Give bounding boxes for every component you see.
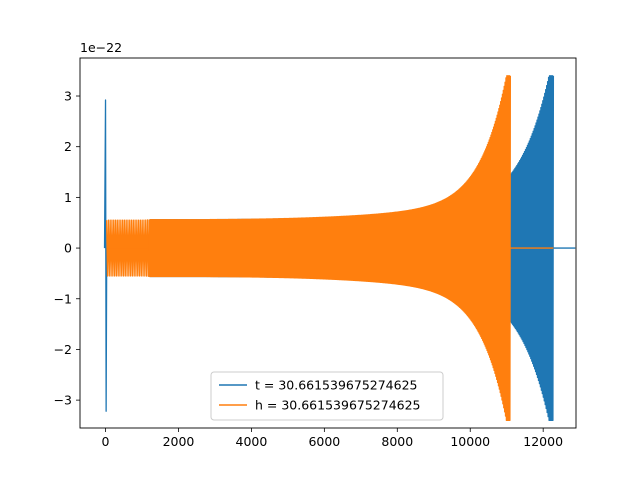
y-tick-label: 3 — [64, 89, 72, 104]
legend-label: t = 30.661539675274625 — [255, 378, 418, 393]
y-axis: −3 −2 −1 0 1 2 3 — [54, 89, 80, 408]
x-tick-label: 10000 — [450, 434, 490, 449]
x-tick-label: 0 — [102, 434, 110, 449]
series-line — [103, 99, 108, 412]
series-1 — [105, 75, 554, 422]
x-tick-label: 4000 — [236, 434, 268, 449]
series-line — [148, 75, 511, 422]
y-tick-label: 1 — [64, 190, 72, 205]
y-tick-label: −3 — [54, 393, 72, 408]
x-tick-label: 12000 — [523, 434, 563, 449]
x-axis: 0 2000 4000 6000 8000 10000 12000 — [102, 428, 563, 449]
series-layer — [103, 75, 576, 422]
x-tick-label: 2000 — [163, 434, 195, 449]
legend-box — [210, 371, 444, 421]
x-tick-label: 6000 — [308, 434, 340, 449]
y-tick-label: −1 — [54, 291, 72, 306]
y-scale-label: 1e−22 — [80, 40, 122, 55]
series-line — [105, 219, 150, 277]
y-tick-label: 2 — [64, 139, 72, 154]
y-tick-label: 0 — [64, 241, 72, 256]
legend: t = 30.661539675274625 h = 30.66153967527… — [210, 371, 444, 421]
x-tick-label: 8000 — [381, 434, 413, 449]
plot-frame — [79, 57, 577, 429]
legend-label: h = 30.661539675274625 — [255, 398, 421, 413]
y-tick-label: −2 — [54, 342, 72, 357]
